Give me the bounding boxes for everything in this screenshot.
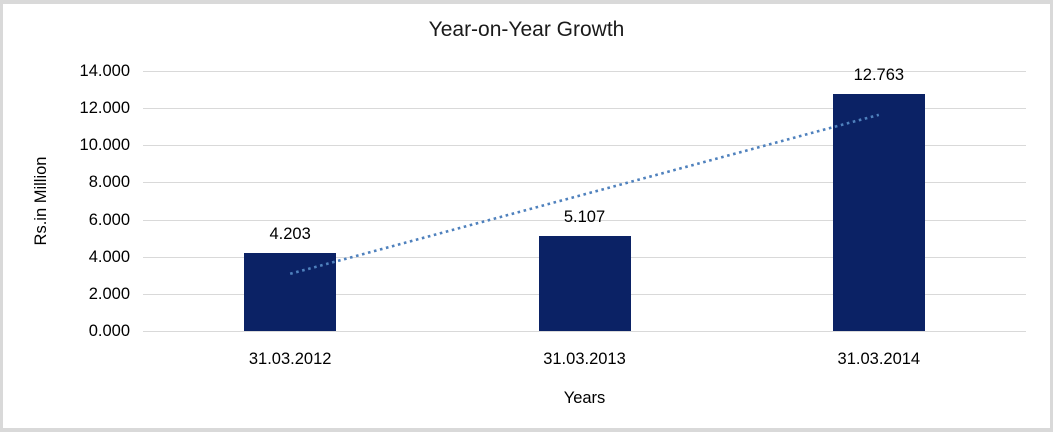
x-tick-label: 31.03.2014 xyxy=(837,350,921,368)
y-tick-label: 14.000 xyxy=(79,62,130,80)
y-tick-label: 0.000 xyxy=(88,322,130,340)
gridline xyxy=(143,182,1026,184)
gridline xyxy=(143,71,1026,72)
gridline xyxy=(143,145,1026,147)
y-tick-label: 2.000 xyxy=(88,284,130,303)
y-tick-label: 4.000 xyxy=(88,247,130,266)
x-tick-label: 31.03.2013 xyxy=(543,350,626,368)
bar-data-label: 12.763 xyxy=(853,65,905,84)
y-tick-label: 8.000 xyxy=(88,173,130,192)
y-tick-label: 6.000 xyxy=(88,210,130,229)
chart-title: Year-on-Year Growth xyxy=(428,18,625,41)
bar-31.03.2013 xyxy=(538,236,631,331)
y-tick-label: 10.000 xyxy=(79,136,130,155)
y-tick-label: 12.000 xyxy=(79,99,130,118)
bar-31.03.2014 xyxy=(832,93,925,331)
gridline xyxy=(143,331,1026,332)
x-tick-label: 31.03.2012 xyxy=(248,350,332,368)
gridline xyxy=(143,108,1026,110)
gridline xyxy=(143,219,1026,221)
bar-data-label: 5.107 xyxy=(563,208,606,227)
x-axis-title: Years xyxy=(563,389,606,407)
plot-area: 4.203 5.107 12.763 xyxy=(143,66,1026,332)
bar-data-label: 4.203 xyxy=(269,224,311,243)
trendline xyxy=(289,113,880,276)
